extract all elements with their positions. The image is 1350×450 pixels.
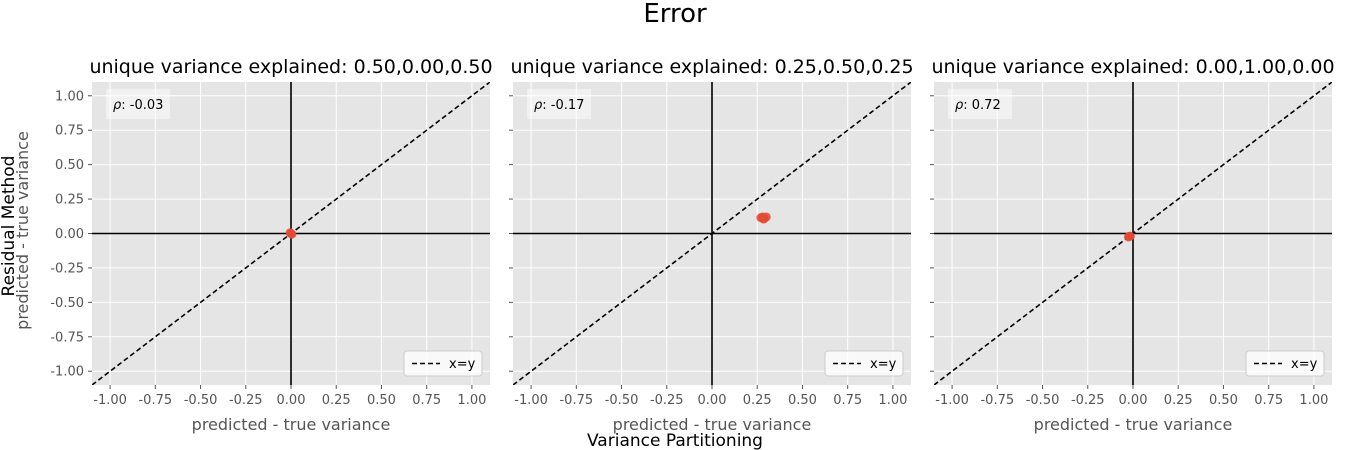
panels: -1.00 -0.75 -0.50 -0.25 0.00 0.25 0.50 0.75 1.00… <box>13 56 1335 434</box>
x-tick-label: -0.75 <box>559 393 593 408</box>
x-tick-label: 0.25 <box>743 393 772 408</box>
data-point <box>759 214 769 224</box>
panel-1: -1.00 -0.75 -0.50 -0.25 0.00 0.25 0.50 0.75 1.00… <box>13 56 493 434</box>
y-tick-label: 0.25 <box>55 193 84 208</box>
panel-title: unique variance explained: 0.00,1.00,0.0… <box>931 56 1334 78</box>
x-tick-label: 0.50 <box>1209 393 1238 408</box>
x-tick-label: -0.25 <box>650 393 684 408</box>
legend-box <box>403 350 483 377</box>
y-tick-label: 0.50 <box>55 158 84 173</box>
annotation-box <box>527 89 591 119</box>
x-tick-label: 1.00 <box>457 393 486 408</box>
x-tick-label: 0.75 <box>412 393 441 408</box>
panel-2: -1.00 -0.75 -0.50 -0.25 0.00 0.25 0.50 0.75 1.00… <box>509 56 914 434</box>
rho-annotation: ρ: 0.72 <box>955 98 1001 113</box>
x-tick-label: 0.75 <box>1254 393 1283 408</box>
x-tick-label: -0.50 <box>184 393 218 408</box>
rho-symbol: ρ <box>113 98 122 113</box>
rho-annotation: ρ: -0.17 <box>534 98 584 113</box>
x-tick-label: -1.00 <box>514 393 548 408</box>
x-axis-label: predicted - true variance <box>613 415 812 434</box>
rho-symbol: ρ <box>955 98 964 113</box>
y-tick-label: 1.00 <box>55 89 84 104</box>
rho-value: : -0.17 <box>542 98 584 113</box>
panel-title: unique variance explained: 0.50,0.00,0.5… <box>89 56 492 78</box>
y-axis-label: predicted - true variance <box>13 131 32 330</box>
y-tick-label: -0.75 <box>50 330 84 345</box>
y-tick-label: 0.00 <box>55 227 84 242</box>
identity-line <box>513 82 911 385</box>
x-tick-label: -0.75 <box>138 393 172 408</box>
legend-label: x=y <box>1291 357 1318 372</box>
x-tick-label: -1.00 <box>935 393 969 408</box>
x-tick-label: 1.00 <box>1299 393 1328 408</box>
legend-box <box>824 350 904 377</box>
x-tick-label: 0.50 <box>367 393 396 408</box>
y-tick-label: 0.75 <box>55 124 84 139</box>
x-tick-label: 0.00 <box>277 393 306 408</box>
x-axis-label: predicted - true variance <box>192 415 391 434</box>
y-tick-label: -1.00 <box>50 365 84 380</box>
rho-symbol: ρ <box>534 98 543 113</box>
rho-value: : 0.72 <box>963 98 1000 113</box>
legend-label: x=y <box>449 357 476 372</box>
x-tick-label: 0.25 <box>1164 393 1193 408</box>
x-tick-label: -0.25 <box>1071 393 1105 408</box>
annotation-box <box>948 89 1012 119</box>
x-tick-label: 0.50 <box>788 393 817 408</box>
x-tick-label: -0.50 <box>1026 393 1060 408</box>
x-tick-label: 0.00 <box>1119 393 1148 408</box>
rho-value: : -0.03 <box>121 98 163 113</box>
rho-annotation: ρ: -0.03 <box>113 98 163 113</box>
x-tick-label: -0.75 <box>980 393 1014 408</box>
annotation-box <box>106 89 170 119</box>
y-tick-label: -0.25 <box>50 261 84 276</box>
data-point <box>1125 231 1135 241</box>
figure-ylabel: Residual Method <box>0 156 19 297</box>
x-tick-label: 0.25 <box>322 393 351 408</box>
legend-box <box>1245 350 1325 377</box>
x-tick-label: 0.00 <box>698 393 727 408</box>
x-tick-label: -0.50 <box>605 393 639 408</box>
y-tick-label: -0.50 <box>50 296 84 311</box>
legend-label: x=y <box>870 357 897 372</box>
figure-xlabel: Variance Partitioning <box>587 431 763 450</box>
x-tick-label: -1.00 <box>93 393 127 408</box>
x-tick-label: 1.00 <box>878 393 907 408</box>
panel-title: unique variance explained: 0.25,0.50,0.2… <box>510 56 913 78</box>
figure-suptitle: Error <box>643 0 707 29</box>
x-tick-label: -0.25 <box>229 393 263 408</box>
x-tick-label: 0.75 <box>833 393 862 408</box>
x-axis-label: predicted - true variance <box>1034 415 1233 434</box>
panel-3: -1.00 -0.75 -0.50 -0.25 0.00 0.25 0.50 0.75 1.00… <box>930 56 1335 434</box>
data-point <box>285 228 295 238</box>
